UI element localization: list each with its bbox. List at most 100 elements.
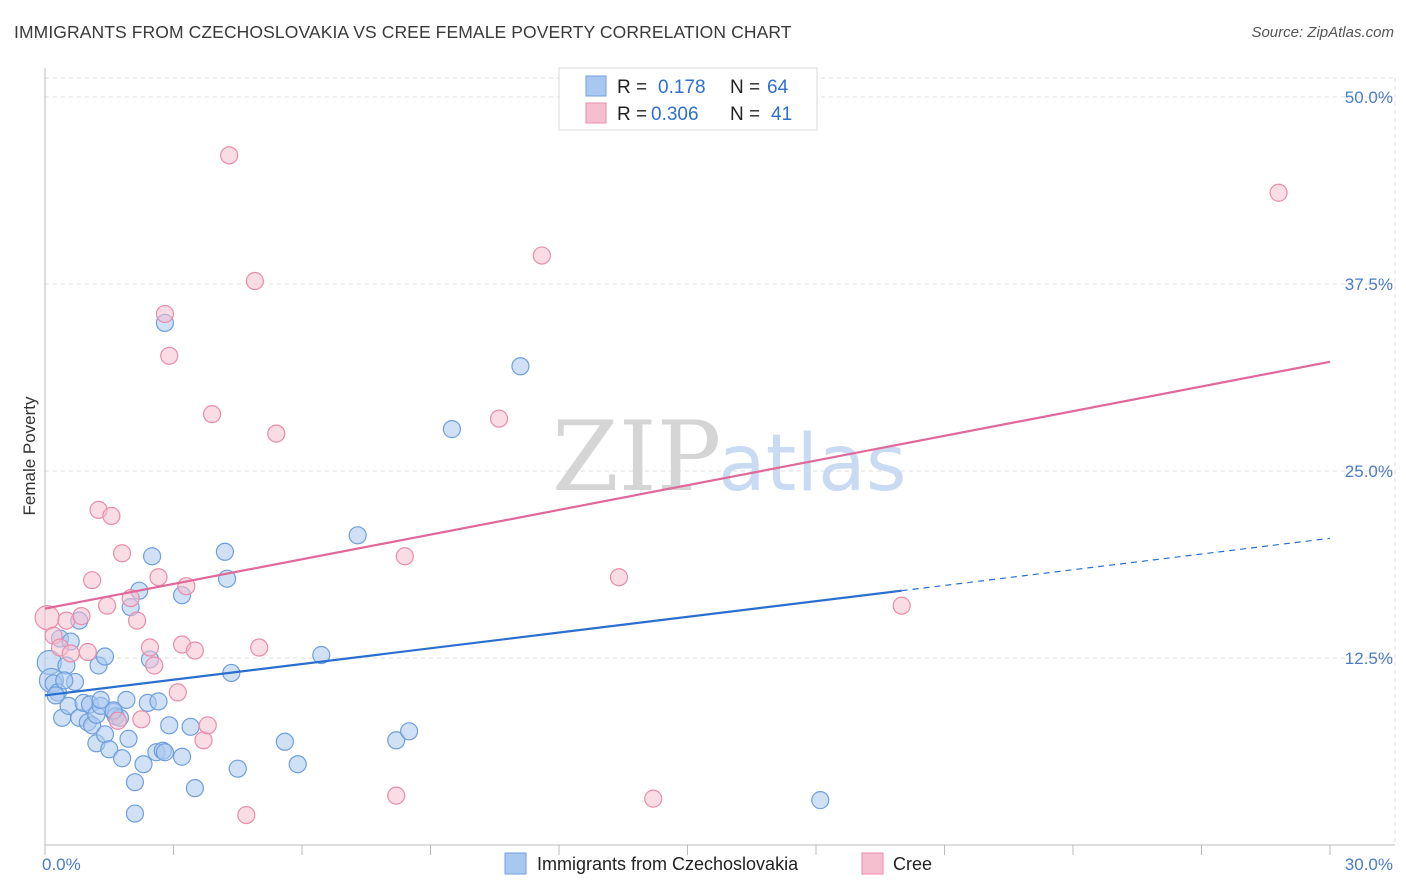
point-pink-39 <box>892 596 911 615</box>
legend-swatch-pink <box>585 102 607 124</box>
legend-r-value-pink: 0.306 <box>651 104 699 125</box>
point-pink-16 <box>140 638 160 657</box>
point-blue-21 <box>95 647 115 666</box>
trend-lines <box>44 360 1331 697</box>
y-tick-labels: 12.5% 25.0% 37.5% 50.0% <box>1345 88 1393 668</box>
legend-n-label-blue: N = <box>730 77 760 98</box>
point-pink-10 <box>102 506 121 525</box>
trend-line-pink <box>44 360 1331 610</box>
point-pink-3 <box>57 611 76 630</box>
point-pink-37 <box>609 568 629 587</box>
y-tick-label-0: 12.5% <box>1345 649 1393 668</box>
point-blue-61 <box>55 671 74 690</box>
point-pink-12 <box>112 544 132 563</box>
point-blue-20 <box>91 690 110 709</box>
point-blue-22 <box>95 725 115 744</box>
point-pink-9 <box>98 596 117 615</box>
point-pink-40 <box>1269 183 1288 202</box>
point-pink-26 <box>198 716 217 735</box>
point-pink-20 <box>160 346 179 365</box>
point-blue-27 <box>112 749 132 768</box>
trend-extension-blue <box>901 537 1331 592</box>
point-pink-21 <box>168 683 187 702</box>
legend-r-label-pink: R = <box>617 104 647 125</box>
point-blue-51 <box>275 732 294 751</box>
y-axis-label: Female Poverty <box>20 396 39 516</box>
watermark-zip: ZIP <box>552 401 721 513</box>
point-pink-4 <box>61 644 80 663</box>
point-blue-41 <box>155 743 175 762</box>
point-blue-45 <box>185 779 205 798</box>
legend-r-label-blue: R = <box>617 77 647 98</box>
point-blue-54 <box>348 526 367 545</box>
bottom-legend-swatch-blue <box>504 852 527 875</box>
point-blue-43 <box>172 747 192 766</box>
point-pink-38 <box>644 789 663 808</box>
y-tick-label-3: 50.0% <box>1345 88 1393 107</box>
point-blue-57 <box>442 420 462 439</box>
point-blue-34 <box>134 755 153 774</box>
point-blue-29 <box>119 729 138 748</box>
legend-n-value-pink: 41 <box>771 104 792 125</box>
point-pink-17 <box>145 656 164 675</box>
point-blue-28 <box>117 690 136 709</box>
chart-title: IMMIGRANTS FROM CZECHOSLOVAKIA VS CREE F… <box>14 22 792 42</box>
chart-source: Source: ZipAtlas.com <box>1251 24 1394 41</box>
point-pink-7 <box>83 571 102 590</box>
watermark: ZIP atlas <box>552 401 907 513</box>
point-blue-32 <box>125 804 145 823</box>
point-pink-35 <box>489 409 509 428</box>
point-pink-6 <box>78 642 97 662</box>
point-blue-50 <box>228 759 247 778</box>
point-blue-56 <box>399 722 419 741</box>
point-pink-30 <box>245 271 264 291</box>
bottom-legend: Immigrants from Czechoslovakia Cree <box>504 852 932 875</box>
y-tick-label-1: 25.0% <box>1345 462 1393 481</box>
point-blue-58 <box>511 357 530 376</box>
point-pink-11 <box>108 711 127 730</box>
trend-line-blue <box>44 589 902 697</box>
point-blue-46 <box>181 717 200 736</box>
point-pink-29 <box>237 805 256 825</box>
legend-r-value-blue: 0.178 <box>658 77 706 98</box>
axes <box>44 68 1395 855</box>
point-blue-55 <box>387 731 406 750</box>
point-blue-47 <box>215 542 234 561</box>
data-points <box>34 146 1288 825</box>
x-tick-labels: 0.0% 30.0% <box>42 855 1393 874</box>
point-pink-34 <box>395 547 414 566</box>
point-pink-31 <box>250 638 269 657</box>
point-pink-15 <box>132 710 151 729</box>
point-blue-31 <box>125 773 145 792</box>
point-pink-36 <box>532 246 551 265</box>
point-pink-25 <box>194 731 213 750</box>
point-blue-52 <box>288 755 307 774</box>
legend-box: R = 0.178 N = 64 R = 0.306 N = 41 <box>558 67 818 131</box>
point-pink-32 <box>267 424 286 443</box>
point-pink-14 <box>127 611 147 630</box>
point-blue-53 <box>312 645 331 665</box>
point-pink-5 <box>72 607 91 626</box>
bottom-legend-swatch-pink <box>861 852 884 875</box>
point-pink-19 <box>155 304 175 324</box>
bottom-legend-label-blue: Immigrants from Czechoslovakia <box>537 854 799 874</box>
point-blue-63 <box>160 716 179 735</box>
x-tick-label-1: 30.0% <box>1345 855 1393 874</box>
point-blue-37 <box>142 547 162 566</box>
point-blue-39 <box>149 692 168 711</box>
legend-swatch-blue <box>585 75 607 97</box>
y-tick-label-2: 37.5% <box>1345 275 1393 294</box>
point-blue-23 <box>100 740 119 759</box>
watermark-atlas: atlas <box>718 419 907 509</box>
point-pink-28 <box>220 146 239 165</box>
point-blue-59 <box>811 791 830 810</box>
point-pink-33 <box>387 786 406 805</box>
legend-n-label-pink: N = <box>730 104 760 125</box>
legend-n-value-blue: 64 <box>767 77 789 98</box>
point-pink-24 <box>185 641 205 660</box>
x-tick-label-0: 0.0% <box>42 855 81 874</box>
point-pink-18 <box>149 568 168 587</box>
point-pink-27 <box>202 405 222 424</box>
bottom-legend-label-pink: Cree <box>893 854 932 874</box>
